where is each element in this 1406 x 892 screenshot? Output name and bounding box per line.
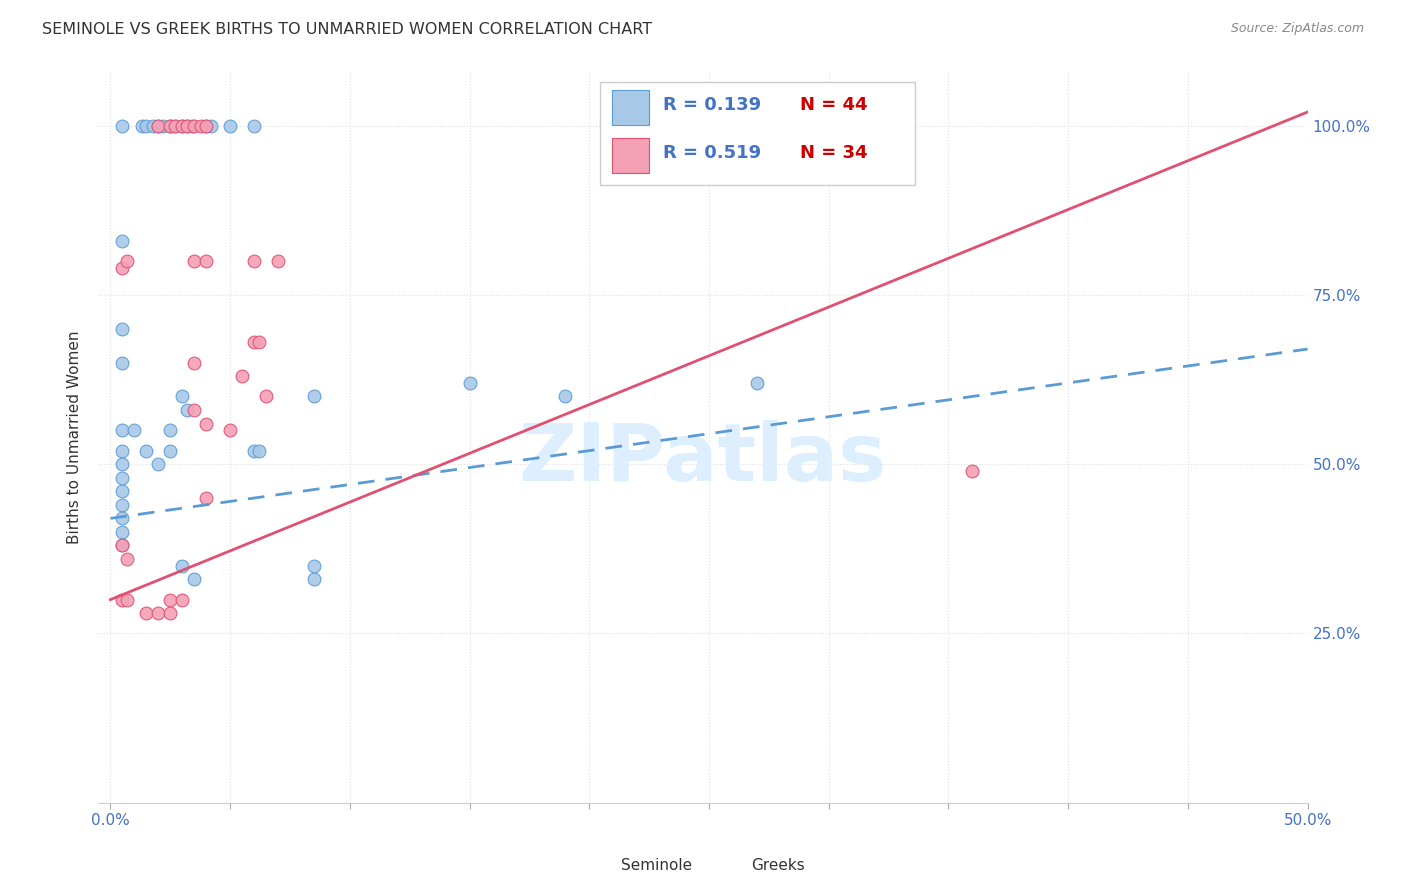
Point xyxy=(176,403,198,417)
Point xyxy=(219,119,242,133)
Point xyxy=(254,389,277,403)
Point xyxy=(111,511,134,525)
Point xyxy=(111,498,134,512)
Point xyxy=(159,443,181,458)
Point xyxy=(115,592,138,607)
Point xyxy=(176,119,198,133)
Point xyxy=(183,355,205,369)
Point xyxy=(172,592,194,607)
Point xyxy=(148,457,170,471)
Text: Greeks: Greeks xyxy=(751,858,804,872)
Point xyxy=(962,464,984,478)
Point xyxy=(302,389,325,403)
Point xyxy=(243,119,266,133)
Text: N = 44: N = 44 xyxy=(800,96,868,114)
Point xyxy=(243,335,266,350)
Point xyxy=(243,443,266,458)
Point xyxy=(172,119,194,133)
Point xyxy=(195,119,218,133)
Point xyxy=(195,119,218,133)
Point xyxy=(142,119,165,133)
Point xyxy=(172,558,194,573)
Text: N = 34: N = 34 xyxy=(800,144,868,161)
Point xyxy=(111,538,134,552)
Point xyxy=(176,119,198,133)
Bar xyxy=(613,90,648,126)
Point xyxy=(163,119,186,133)
Point xyxy=(131,119,153,133)
Point xyxy=(152,119,174,133)
Point xyxy=(190,119,212,133)
Point xyxy=(148,606,170,620)
Point xyxy=(135,119,157,133)
Text: R = 0.519: R = 0.519 xyxy=(664,144,761,161)
Point xyxy=(159,592,181,607)
Point xyxy=(111,471,134,485)
Point xyxy=(115,552,138,566)
Point xyxy=(111,524,134,539)
Point xyxy=(159,423,181,437)
Y-axis label: Births to Unmarried Women: Births to Unmarried Women xyxy=(67,330,83,544)
Point xyxy=(111,119,134,133)
Point xyxy=(159,119,181,133)
FancyBboxPatch shape xyxy=(600,82,915,185)
Point xyxy=(115,254,138,268)
Bar xyxy=(613,138,648,173)
Point xyxy=(267,254,290,268)
Point xyxy=(247,335,270,350)
Point xyxy=(111,443,134,458)
Point xyxy=(111,355,134,369)
Text: ZIPatlas: ZIPatlas xyxy=(519,420,887,498)
Point xyxy=(243,254,266,268)
Point xyxy=(302,572,325,586)
Point xyxy=(111,260,134,275)
Point xyxy=(195,491,218,505)
Point xyxy=(159,119,181,133)
Point xyxy=(148,119,170,133)
Point xyxy=(183,572,205,586)
Point xyxy=(111,592,134,607)
Point xyxy=(745,376,768,390)
Point xyxy=(111,234,134,248)
Point xyxy=(219,423,242,437)
Point xyxy=(458,376,481,390)
Point xyxy=(124,423,146,437)
Point xyxy=(111,457,134,471)
Point xyxy=(111,423,134,437)
Point xyxy=(200,119,222,133)
Point xyxy=(183,254,205,268)
Text: Seminole: Seminole xyxy=(621,858,693,872)
Point xyxy=(195,417,218,431)
Point xyxy=(159,606,181,620)
Point xyxy=(135,443,157,458)
Point xyxy=(163,119,186,133)
Point xyxy=(247,443,270,458)
Point xyxy=(172,119,194,133)
Point xyxy=(180,119,202,133)
Point xyxy=(183,119,205,133)
Text: SEMINOLE VS GREEK BIRTHS TO UNMARRIED WOMEN CORRELATION CHART: SEMINOLE VS GREEK BIRTHS TO UNMARRIED WO… xyxy=(42,22,652,37)
Point xyxy=(111,322,134,336)
Point xyxy=(148,119,170,133)
Point xyxy=(302,558,325,573)
Point xyxy=(195,254,218,268)
Point xyxy=(183,403,205,417)
Point xyxy=(111,484,134,499)
Point xyxy=(111,538,134,552)
Point xyxy=(554,389,576,403)
Text: R = 0.139: R = 0.139 xyxy=(664,96,761,114)
Text: Source: ZipAtlas.com: Source: ZipAtlas.com xyxy=(1230,22,1364,36)
Point xyxy=(135,606,157,620)
Point xyxy=(172,389,194,403)
Point xyxy=(231,369,253,384)
